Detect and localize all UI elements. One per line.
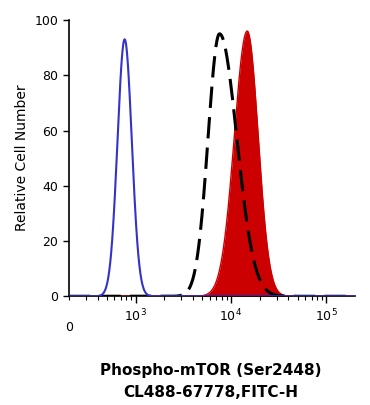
Y-axis label: Relative Cell Number: Relative Cell Number [15, 85, 29, 231]
Text: CL488-67778,FITC-H: CL488-67778,FITC-H [124, 385, 298, 401]
Text: Phospho-mTOR (Ser2448): Phospho-mTOR (Ser2448) [100, 363, 322, 378]
Text: 0: 0 [65, 321, 73, 334]
